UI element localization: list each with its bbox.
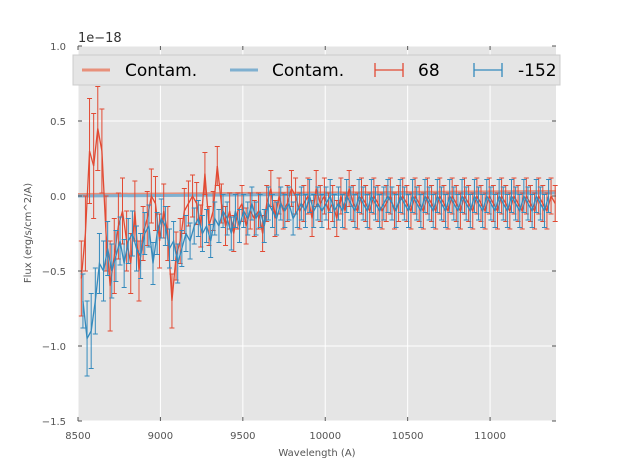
data-series [78, 86, 558, 377]
axis-ticks: 8500 9000 9500 10000 10500 11000 1.0 0.5 0.0 −0.5… [42, 42, 556, 442]
series-line--152 [82, 193, 550, 341]
y-tick-label: 1.0 [50, 42, 66, 53]
legend-label: 68 [418, 61, 440, 81]
legend: Contam. Contam. 68 -152 [72, 54, 561, 86]
y-tick-label: −1.5 [42, 417, 66, 428]
legend-label: Contam. [125, 61, 197, 81]
y-axis-label: Flux (erg/s/cm^2/A) [23, 183, 34, 283]
x-axis-label: Wavelength (A) [278, 448, 355, 459]
y-tick-label: 0.0 [50, 192, 66, 203]
legend-label: Contam. [272, 61, 344, 81]
contam-line-2 [77, 191, 557, 198]
legend-label: -152 [518, 61, 557, 81]
x-tick-label: 10500 [392, 431, 424, 442]
x-tick-label: 9500 [230, 431, 255, 442]
x-tick-label: 8500 [65, 431, 90, 442]
y-tick-label: −1.0 [42, 342, 66, 353]
y-tick-label: −0.5 [42, 267, 66, 278]
y-offset-text: 1e−18 [78, 31, 122, 46]
x-tick-label: 11000 [474, 431, 506, 442]
y-tick-label: 0.5 [50, 117, 66, 128]
x-tick-label: 10000 [309, 431, 341, 442]
series--152 [80, 179, 552, 377]
x-tick-label: 9000 [148, 431, 173, 442]
